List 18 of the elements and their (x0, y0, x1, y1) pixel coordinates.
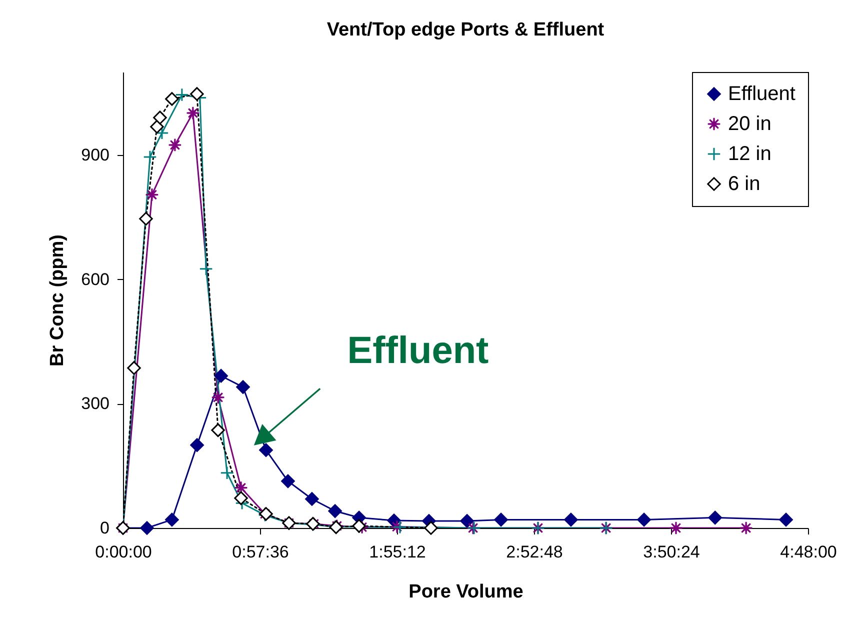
x-tick-label: 3:50:24 (643, 542, 700, 562)
legend-label: 12 in (728, 143, 772, 165)
x-tick-label: 2:52:48 (506, 542, 563, 562)
annotation: Effluent (347, 330, 490, 372)
legend-label: 6 in (728, 173, 760, 195)
y-tick-label: 0 (100, 518, 110, 538)
y-tick-label: 300 (81, 394, 110, 414)
chart-title: Vent/Top edge Ports & Effluent (326, 20, 605, 40)
x-axis-title: Pore Volume (408, 582, 524, 602)
y-axis-title: Br Conc (ppm) (47, 234, 68, 366)
y-tick-label: 600 (81, 270, 110, 289)
x-tick-label: 0:57:36 (232, 542, 289, 562)
legend-label: Effluent (728, 83, 796, 105)
y-tick-label: 900 (81, 145, 110, 164)
x-tick-label: 4:48:00 (780, 542, 837, 562)
x-tick-label: 1:55:12 (369, 542, 426, 562)
x-tick-label: 0:00:00 (95, 542, 152, 562)
legend-label: 20 in (728, 113, 772, 135)
